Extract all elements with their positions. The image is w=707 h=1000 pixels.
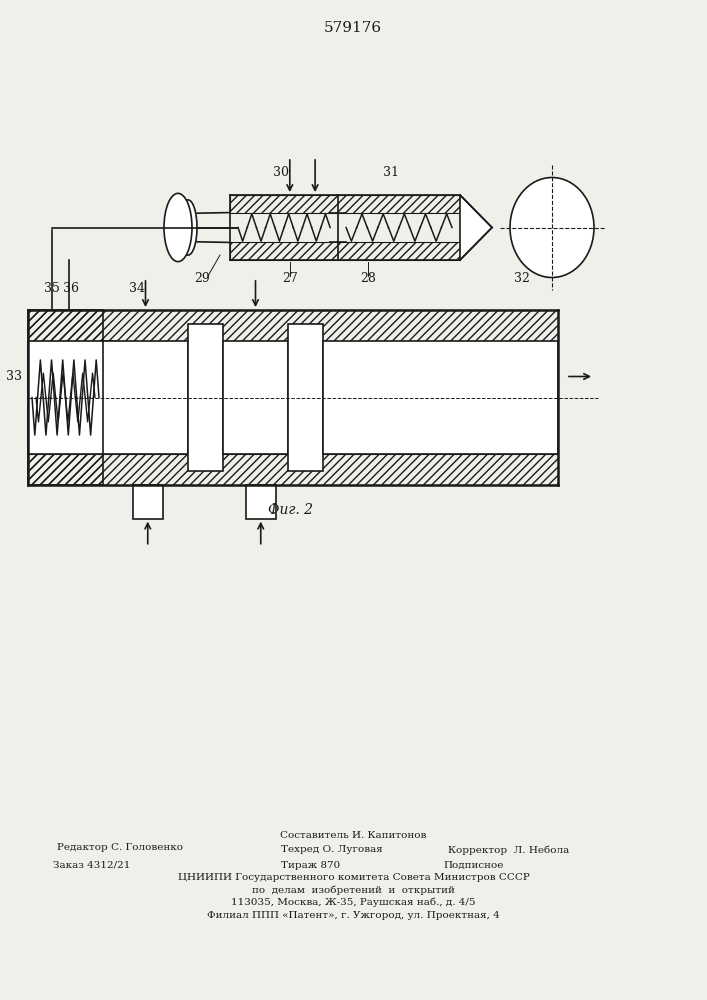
Bar xyxy=(28,454,558,485)
Bar xyxy=(246,485,276,519)
Bar xyxy=(28,310,558,341)
Text: 33: 33 xyxy=(6,370,22,383)
Bar xyxy=(223,341,288,454)
Text: 31: 31 xyxy=(383,166,399,180)
Bar xyxy=(188,324,223,471)
Text: Фиг. 2: Фиг. 2 xyxy=(267,503,312,517)
Text: 32: 32 xyxy=(514,271,530,284)
Text: Составитель И. Капитонов: Составитель И. Капитонов xyxy=(280,830,427,840)
Text: 579176: 579176 xyxy=(324,21,382,35)
Bar xyxy=(133,485,163,519)
Bar xyxy=(323,341,558,454)
Bar xyxy=(288,324,323,471)
Text: Редактор С. Головенко: Редактор С. Головенко xyxy=(57,842,183,852)
Text: по  делам  изобретений  и  открытий: по делам изобретений и открытий xyxy=(252,885,455,895)
Text: 35: 35 xyxy=(44,282,60,294)
Text: 36: 36 xyxy=(64,282,79,294)
Text: Филиал ППП «Патент», г. Ужгород, ул. Проектная, 4: Филиал ППП «Патент», г. Ужгород, ул. Про… xyxy=(207,912,500,920)
Text: Корректор  Л. Небола: Корректор Л. Небола xyxy=(448,845,570,855)
Text: Заказ 4312/21: Заказ 4312/21 xyxy=(53,860,131,869)
Text: 113035, Москва, Ж-35, Раушская наб., д. 4/5: 113035, Москва, Ж-35, Раушская наб., д. … xyxy=(231,897,476,907)
Ellipse shape xyxy=(164,193,192,262)
Ellipse shape xyxy=(510,178,594,277)
Bar xyxy=(230,242,460,260)
Text: Тираж 870: Тираж 870 xyxy=(281,860,341,869)
Text: 30: 30 xyxy=(273,166,288,180)
Text: 34: 34 xyxy=(129,282,145,294)
Text: 29: 29 xyxy=(194,271,210,284)
Bar xyxy=(28,310,103,485)
Text: Подписное: Подписное xyxy=(443,860,504,869)
Bar xyxy=(230,195,460,213)
Text: 27: 27 xyxy=(282,271,298,284)
Text: 28: 28 xyxy=(360,271,376,284)
Polygon shape xyxy=(460,195,492,260)
Bar xyxy=(28,454,558,485)
Text: Техред О. Луговая: Техред О. Луговая xyxy=(281,846,383,854)
Bar xyxy=(230,242,460,260)
Bar xyxy=(230,195,460,213)
Text: ЦНИИПИ Государственного комитета Совета Министров СССР: ЦНИИПИ Государственного комитета Совета … xyxy=(177,874,530,882)
Bar xyxy=(103,341,188,454)
Ellipse shape xyxy=(179,200,197,255)
Bar xyxy=(28,310,558,341)
Bar xyxy=(28,341,118,454)
Bar xyxy=(28,310,103,485)
